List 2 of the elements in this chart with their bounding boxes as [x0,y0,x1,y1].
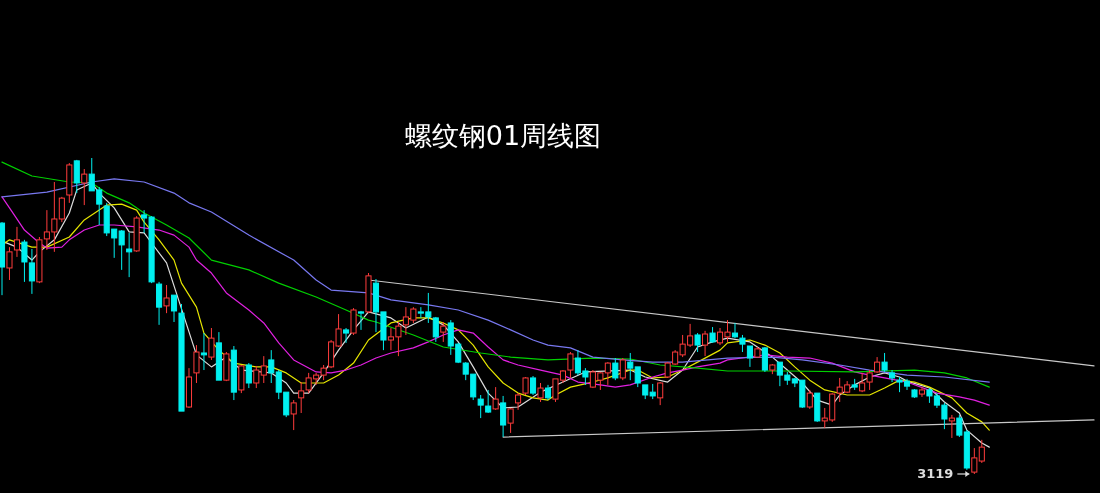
title: 螺纹钢01周线图 [404,120,602,151]
annotation: 3119 [917,466,954,481]
